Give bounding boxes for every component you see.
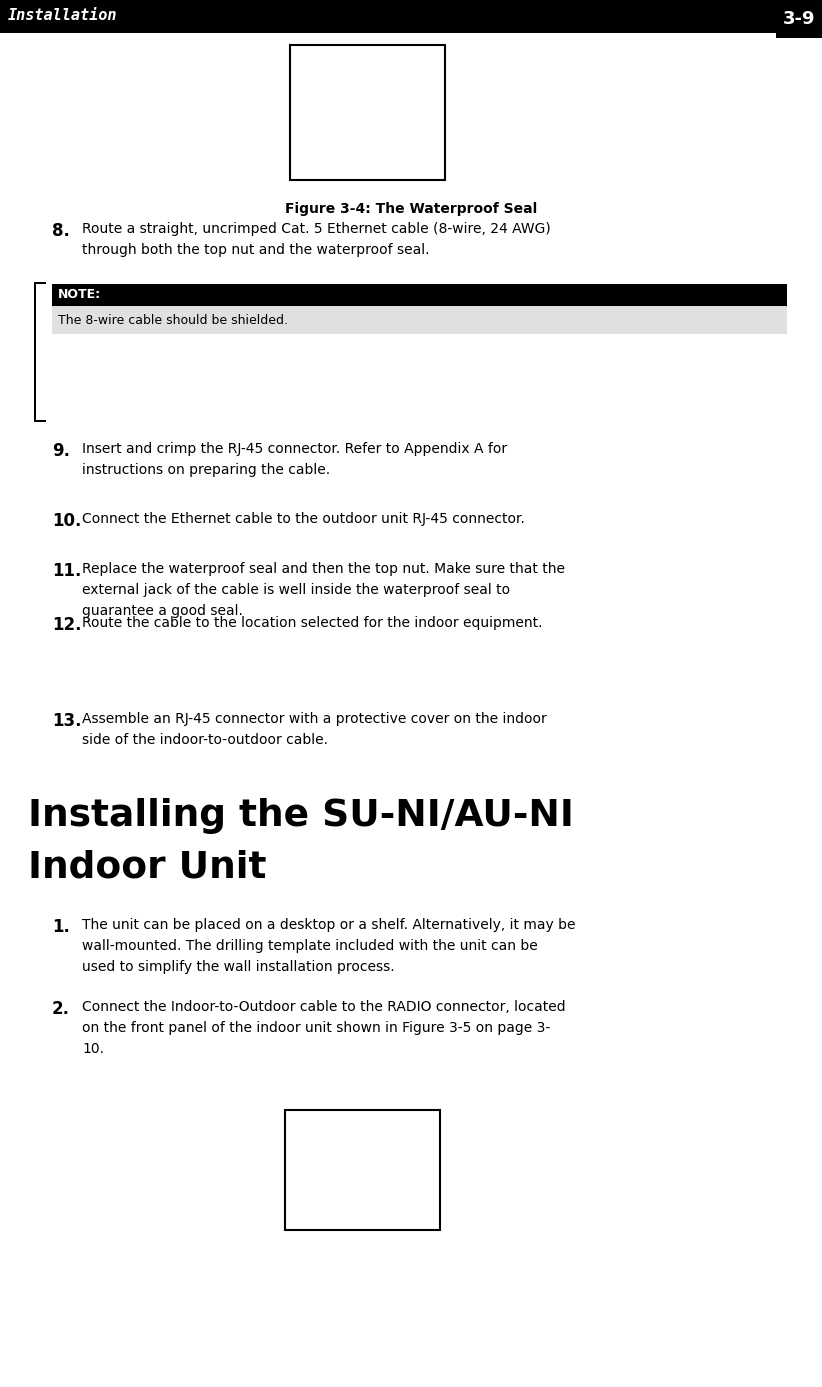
Text: Connect the Ethernet cable to the outdoor unit RJ-45 connector.: Connect the Ethernet cable to the outdoo… [82,512,525,526]
Text: Replace the waterproof seal and then the top nut. Make sure that the
external ja: Replace the waterproof seal and then the… [82,562,565,619]
Bar [34,282,46,284]
Text: The unit can be placed on a desktop or a shelf. Alternatively, it may be
wall-mo: The unit can be placed on a desktop or a… [82,918,575,974]
Text: 3-9: 3-9 [783,10,815,28]
Text: Figure 3-4: The Waterproof Seal: Figure 3-4: The Waterproof Seal [285,203,537,216]
Text: Route a straight, uncrimped Cat. 5 Ethernet cable (8-wire, 24 AWG)
through both : Route a straight, uncrimped Cat. 5 Ether… [82,222,551,257]
Bar [0,0,822,32]
Text: Installation: Installation [8,8,118,24]
Text: Route the cable to the location selected for the indoor equipment.: Route the cable to the location selected… [82,616,543,630]
Text: 2.: 2. [52,1000,70,1018]
Bar [34,420,46,422]
Text: 13.: 13. [52,712,81,730]
Bar [285,1110,440,1230]
Bar [290,44,445,180]
Text: 12.: 12. [52,616,81,634]
Bar [0,32,822,33]
Text: 11.: 11. [52,562,81,580]
Text: 8.: 8. [52,222,70,240]
Text: 1.: 1. [52,918,70,936]
Bar [34,282,36,422]
Text: Assemble an RJ-45 connector with a protective cover on the indoor
side of the in: Assemble an RJ-45 connector with a prote… [82,712,547,748]
Text: 9.: 9. [52,442,70,460]
Text: Installing the SU-NI/AU-NI: Installing the SU-NI/AU-NI [28,798,574,834]
Text: Indoor Unit: Indoor Unit [28,850,266,886]
Text: NOTE:: NOTE: [58,288,101,301]
Text: The 8-wire cable should be shielded.: The 8-wire cable should be shielded. [58,313,288,326]
Bar [52,307,787,334]
Bar [776,0,822,37]
Text: 10.: 10. [52,512,81,530]
Bar [52,284,787,307]
Text: Insert and crimp the RJ-45 connector. Refer to Appendix A for
instructions on pr: Insert and crimp the RJ-45 connector. Re… [82,442,507,477]
Text: Connect the Indoor-to-Outdoor cable to the RADIO connector, located
on the front: Connect the Indoor-to-Outdoor cable to t… [82,1000,566,1057]
